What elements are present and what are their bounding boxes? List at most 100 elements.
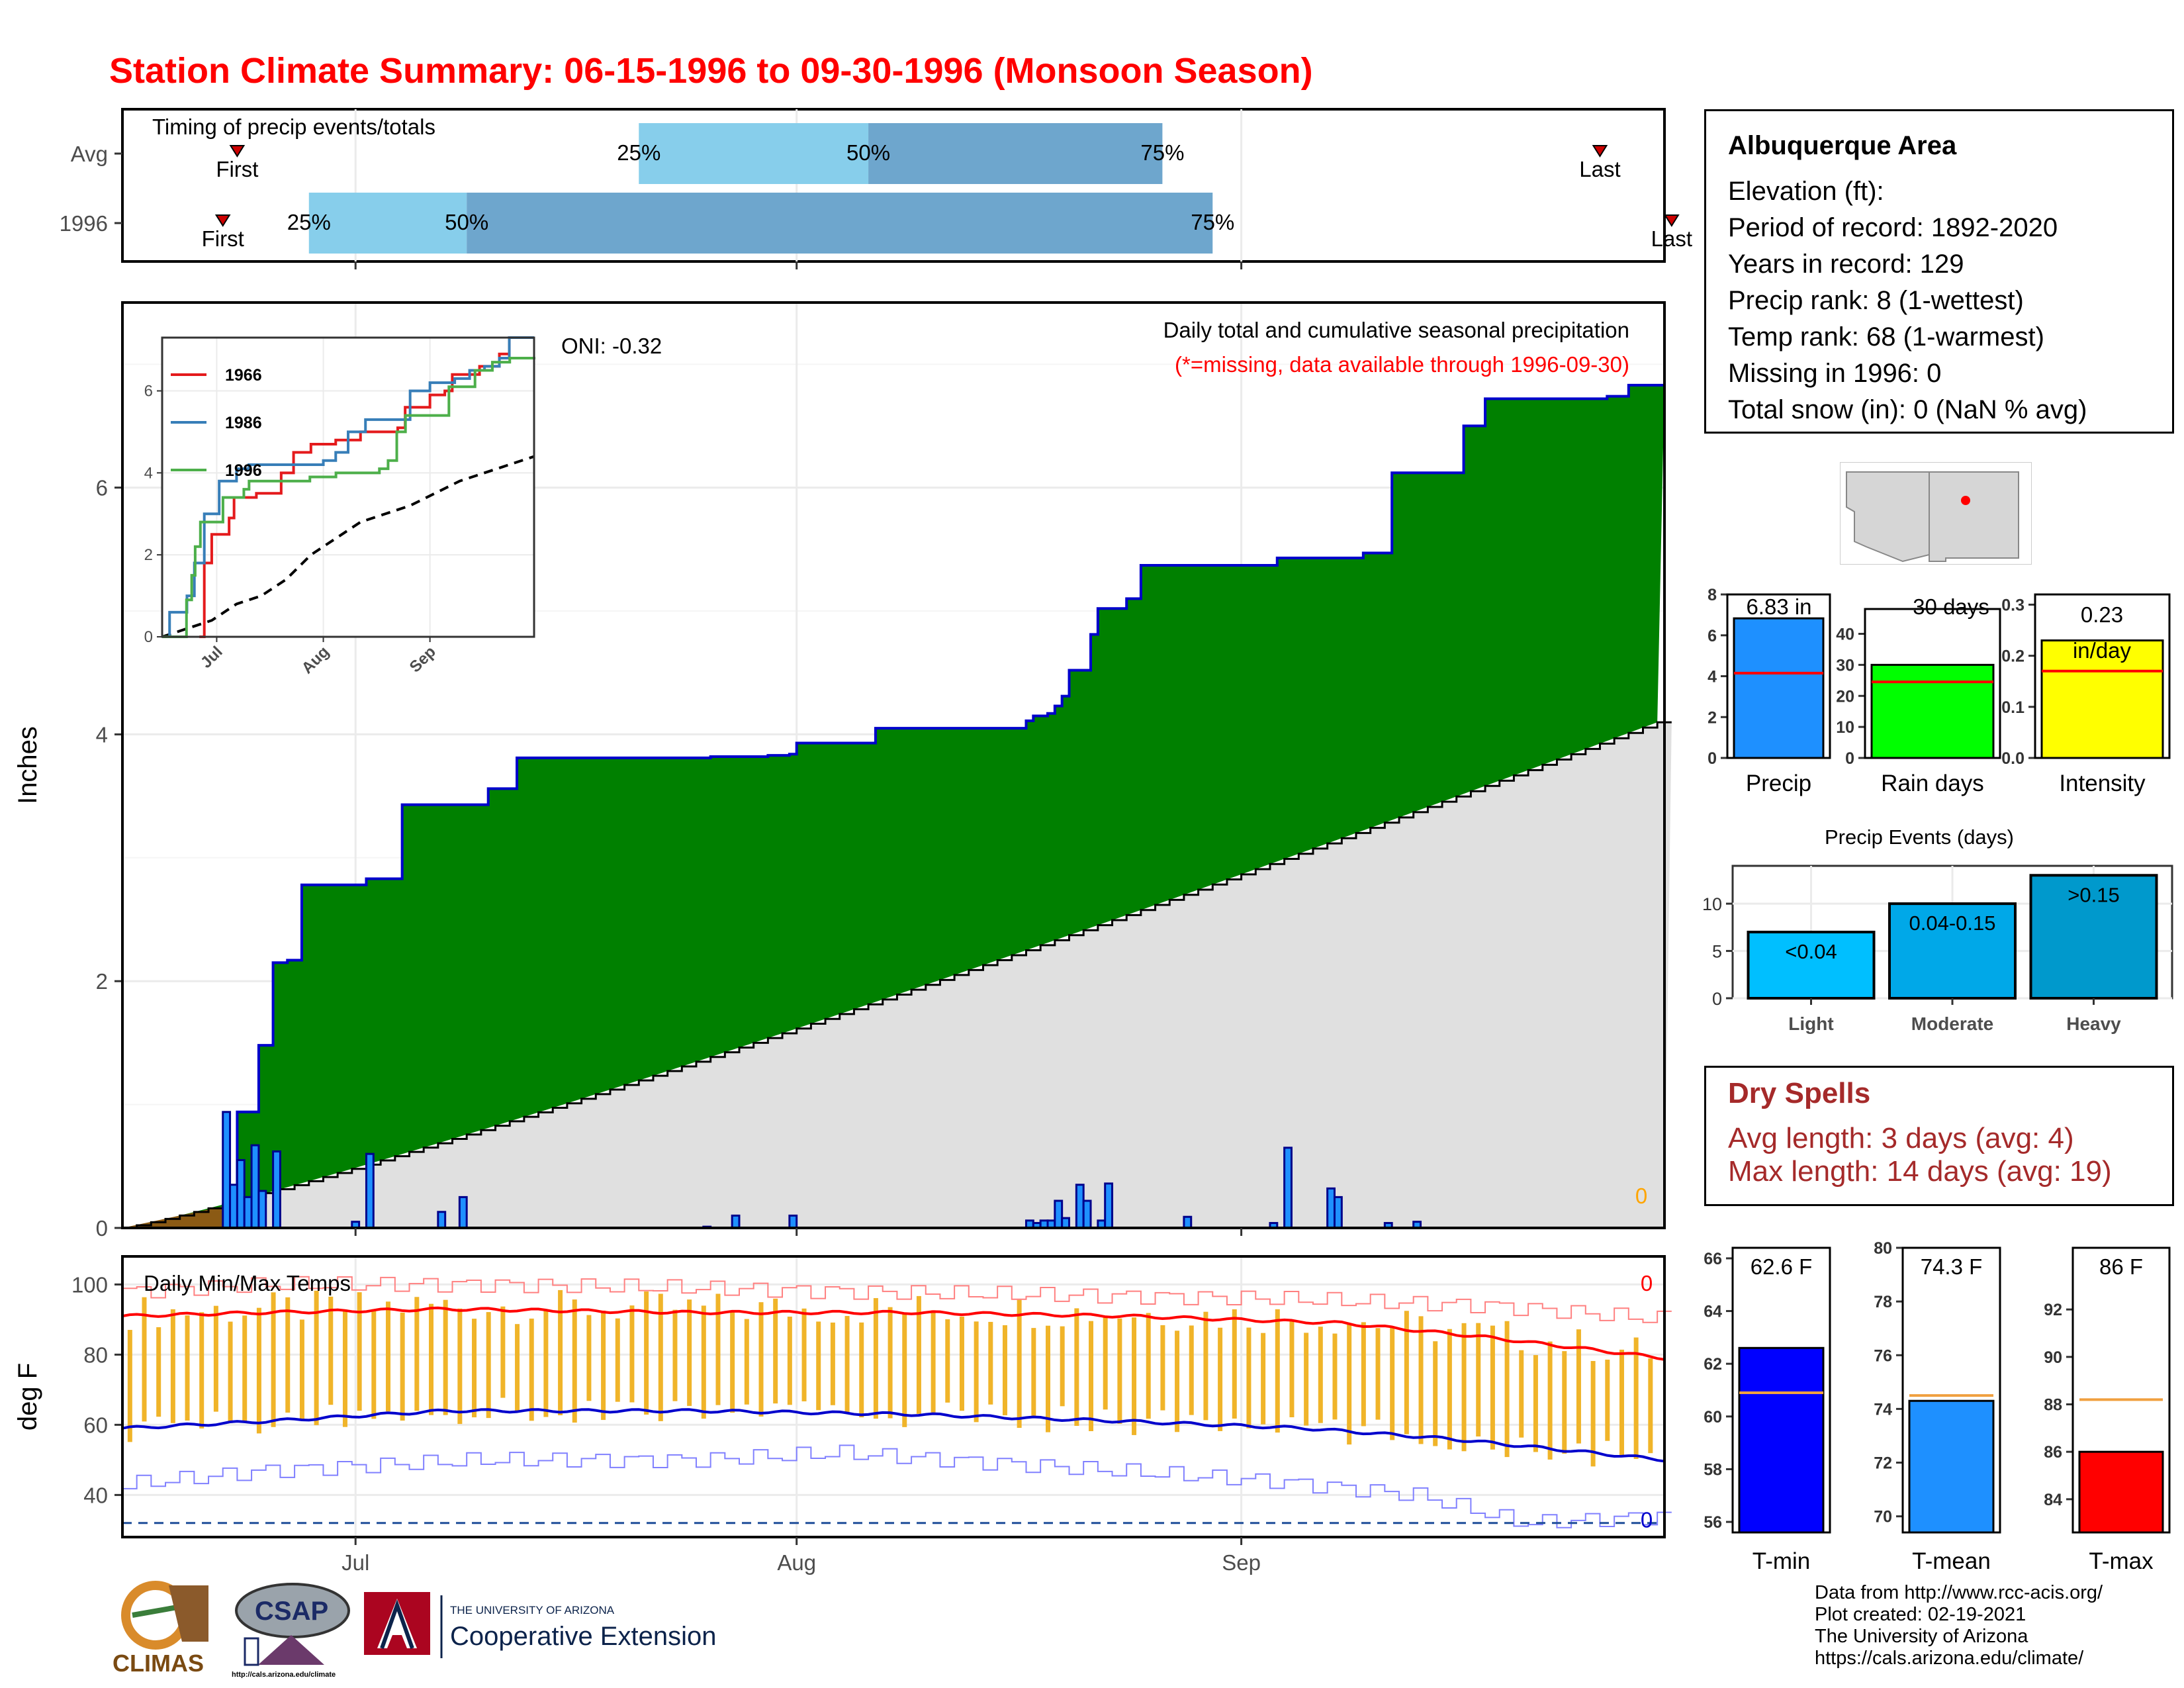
station-temp-rank: Temp rank: 68 (1-warmest) <box>1728 322 2044 352</box>
inset-frame <box>161 336 535 638</box>
summary-ytick-label: 0.1 <box>2001 698 2025 717</box>
timing-row-label: Avg <box>71 142 108 166</box>
page-title: Station Climate Summary: 06-15-1996 to 0… <box>109 51 1313 91</box>
timing-bar-q25-q50 <box>639 123 869 184</box>
summary-ytick-label: 92 <box>2044 1301 2062 1319</box>
precip-events-bar-label: 0.04-0.15 <box>1909 912 1996 935</box>
month-tick-label: Jul <box>341 1550 369 1575</box>
main-ytick-label: 4 <box>96 722 108 747</box>
normal-cumulative-area <box>122 722 1672 1228</box>
daily-temp-bar <box>1404 1311 1409 1434</box>
daily-temp-bar <box>443 1299 448 1415</box>
inset-legend-label: 1996 <box>225 461 262 480</box>
daily-temp-bar <box>486 1312 491 1419</box>
summary-ytick-label: 4 <box>1707 668 1717 686</box>
station-precip-rank: Precip rank: 8 (1-wettest) <box>1728 286 2024 315</box>
timing-chart: Timing of precip events/totals Avg 25% 50% 7… <box>60 108 1692 269</box>
summary-ytick-label: 88 <box>2044 1396 2062 1415</box>
precip-events-category: Moderate <box>1911 1013 1993 1034</box>
daily-temp-bar <box>472 1319 477 1418</box>
daily-temp-bar <box>1433 1341 1438 1446</box>
timing-pct-label: 25% <box>617 140 660 165</box>
temp-ytick-label: 60 <box>83 1413 108 1437</box>
inset-legend-label: 1966 <box>225 366 262 385</box>
temp-ytick-label: 80 <box>83 1342 108 1367</box>
temp-ytick-label: 40 <box>83 1483 108 1507</box>
summary-ytick-label: 0.2 <box>2001 647 2025 666</box>
record-min-line <box>122 1444 1672 1528</box>
daily-temp-bar <box>1633 1337 1639 1459</box>
main-ytick-label: 6 <box>96 476 108 500</box>
station-marker <box>1961 496 1970 505</box>
timing-bar-q50-q75 <box>467 193 1213 254</box>
summary-ytick-label: 80 <box>1874 1239 1892 1258</box>
daily-precip-bar <box>1054 1199 1064 1229</box>
daily-temp-bar <box>887 1307 893 1419</box>
month-tick-label: Sep <box>1222 1550 1261 1575</box>
daily-temp-bar <box>170 1309 175 1423</box>
summary-charts: 0 2 4 6 8 Precip 0 10 20 30 40 Rain days 0.0 0.1 0.2 0.… <box>1702 586 2173 1574</box>
average-max-line <box>122 1306 1665 1361</box>
daily-temp-bar <box>299 1319 304 1419</box>
first-label: First <box>216 157 258 181</box>
daily-precip-bar <box>1061 1217 1071 1229</box>
timing-pct-label: 25% <box>287 210 331 234</box>
main-ylabel: Inches <box>13 726 42 804</box>
daily-temp-bar <box>228 1321 233 1423</box>
station-info-box: Albuquerque Area Elevation (ft): Period … <box>1704 109 2174 434</box>
daily-temp-bar <box>385 1301 390 1412</box>
daily-temp-bar <box>1089 1321 1094 1431</box>
summary-ytick-label: 72 <box>1874 1454 1892 1473</box>
daily-precip-bar <box>458 1196 468 1229</box>
daily-temp-bar <box>1648 1358 1653 1454</box>
precip-value-label: 6.83 in <box>1746 594 1811 619</box>
first-label: First <box>202 226 244 251</box>
daily-temp-bar <box>1304 1333 1309 1426</box>
daily-temp-bar <box>1590 1360 1596 1467</box>
summary-ytick-label: 78 <box>1874 1293 1892 1311</box>
daily-temp-bar <box>586 1315 592 1401</box>
daily-temp-bar <box>1046 1325 1050 1432</box>
timing-pct-label: 50% <box>846 140 890 165</box>
summary-value-bar <box>1738 1346 1825 1534</box>
station-name: Albuquerque Area <box>1728 131 1957 160</box>
daily-temp-bar <box>687 1299 692 1406</box>
ua-big-text: Cooperative Extension <box>450 1622 716 1651</box>
daily-temp-bar <box>830 1322 835 1405</box>
dry-spells-max: Max length: 14 days (avg: 19) <box>1728 1155 2112 1188</box>
daily-temp-bar <box>873 1297 878 1419</box>
credit-line: Plot created: 02-19-2021 <box>1815 1604 2026 1625</box>
first-marker <box>229 145 246 158</box>
climas-text: CLIMAS <box>113 1650 204 1677</box>
precip-events-ytick-label: 5 <box>1712 942 1722 962</box>
daily-precip-bar <box>257 1190 267 1229</box>
daily-temp-bar <box>744 1319 749 1405</box>
daily-temp-bar <box>500 1306 506 1398</box>
intensity-unit-label: in/day <box>2073 638 2132 663</box>
daily-temp-bar <box>672 1309 678 1401</box>
daily-temp-bar <box>615 1318 620 1402</box>
summary-ytick-label: 74 <box>1874 1400 1892 1419</box>
daily-temp-bar <box>1476 1323 1481 1437</box>
daily-temp-bar <box>429 1303 433 1415</box>
summary-value-bar <box>1870 663 1995 759</box>
precip-events-ytick-label: 0 <box>1712 989 1722 1009</box>
precip-events-bar-label: >0.15 <box>2068 883 2119 906</box>
daily-temp-bar <box>629 1305 635 1403</box>
cumulative-precip-line <box>122 383 1664 1229</box>
main-chart-title: Daily total and cumulative seasonal prec… <box>1163 318 1629 342</box>
summary-bar-frame <box>2034 593 2171 759</box>
summary-ytick-label: 76 <box>1874 1346 1892 1365</box>
dry-spells-avg: Avg length: 3 days (avg: 4) <box>1728 1122 2074 1154</box>
normal-cumulative-line <box>122 721 1672 1229</box>
precip-above-normal-area <box>122 385 1664 1229</box>
timing-bar-q25-q50 <box>308 193 467 254</box>
daily-temp-bar <box>142 1297 147 1422</box>
station-snow: Total snow (in): 0 (NaN % avg) <box>1728 395 2087 424</box>
daily-temp-bar <box>213 1305 218 1412</box>
daily-temp-bar <box>601 1310 606 1421</box>
daily-temp-bar <box>371 1309 377 1419</box>
summary-bar-frame <box>1864 608 2001 759</box>
daily-temp-bar <box>644 1291 649 1415</box>
